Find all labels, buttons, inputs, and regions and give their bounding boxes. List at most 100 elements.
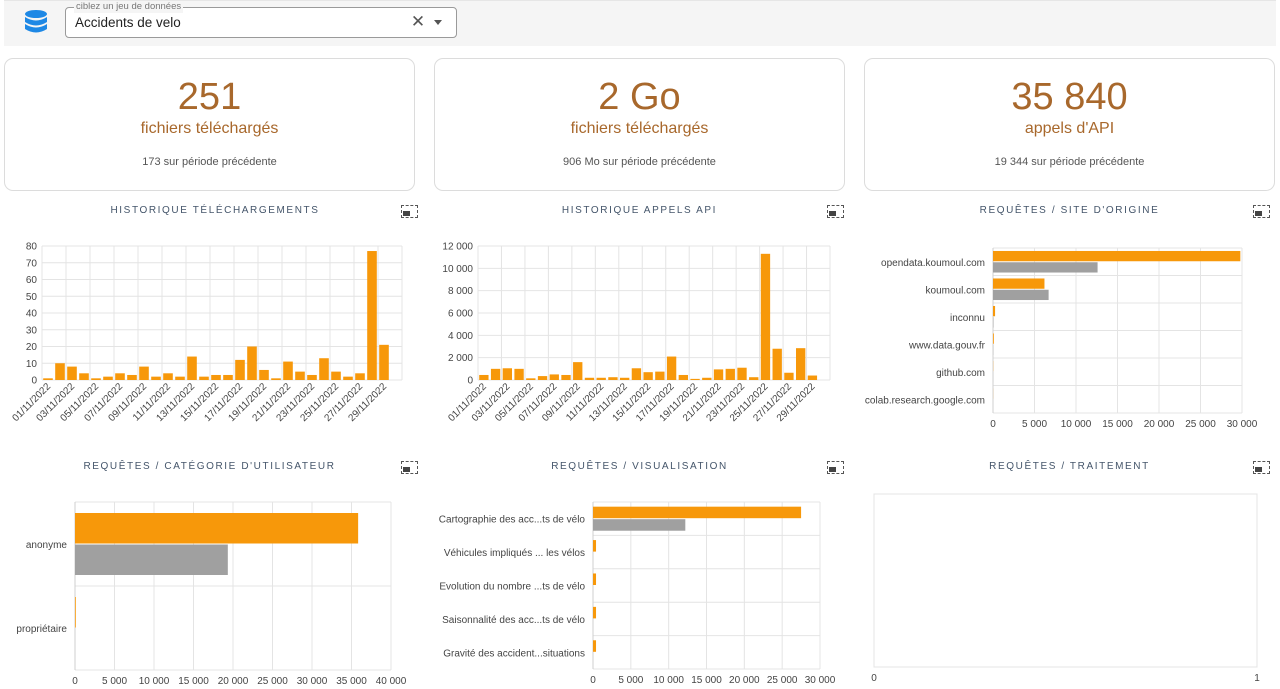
- x-tick-label: 20 000: [729, 675, 760, 686]
- x-tick-label: 40 000: [376, 676, 407, 687]
- panel-site-origin: REQUÊTES / SITE D'ORIGINE 0 5 000 10 000 15…: [864, 200, 1276, 450]
- bar: [725, 368, 735, 380]
- x-tick-label: 25 000: [257, 676, 288, 687]
- bar: [678, 374, 688, 380]
- bar: [561, 374, 571, 380]
- screenshot-icon[interactable]: [1253, 461, 1270, 474]
- bar: [355, 373, 365, 380]
- y-tick-label: 10: [26, 359, 38, 370]
- y-tick-label: 70: [26, 258, 38, 269]
- y-tick-label: 6 000: [448, 309, 473, 320]
- category-label: propriétaire: [16, 624, 67, 635]
- x-tick-label: 5 000: [102, 676, 127, 687]
- bar: [163, 373, 173, 380]
- dataset-select-value[interactable]: Accidents de velo: [75, 15, 181, 30]
- bar: [67, 366, 77, 380]
- screenshot-icon[interactable]: [1253, 205, 1270, 218]
- x-tick-label: 15 000: [691, 675, 722, 686]
- category-label: colab.research.google.com: [865, 395, 985, 406]
- bar: [187, 356, 197, 380]
- x-tick-label: 10 000: [1061, 419, 1092, 430]
- bar: [608, 377, 618, 380]
- bar: [620, 377, 630, 380]
- category-label: github.com: [936, 368, 985, 379]
- panel-downloads-history: HISTORIQUE TÉLÉCHARGEMENTS 0 10 20 30 40 50 60…: [4, 200, 426, 450]
- x-tick-label: 20 000: [1144, 419, 1175, 430]
- x-tick-label: 0: [72, 676, 78, 687]
- y-tick-label: 60: [26, 275, 38, 286]
- bar: [537, 376, 548, 380]
- chart-downloads: 0102030405060708001/11/202203/11/202205/…: [10, 242, 403, 424]
- category-label: Saisonnalité des acc...ts de vélo: [442, 615, 585, 626]
- bar: [367, 251, 377, 380]
- y-tick-label: 80: [26, 242, 38, 253]
- bar: [631, 368, 642, 380]
- bar: [247, 346, 257, 380]
- chevron-down-icon[interactable]: [431, 15, 445, 29]
- bar: [526, 378, 536, 380]
- clear-icon[interactable]: ✕: [410, 12, 426, 31]
- bar: [784, 372, 794, 380]
- y-tick-label: 30: [26, 325, 38, 336]
- bar: [666, 356, 677, 380]
- bar: [502, 368, 512, 380]
- x-tick-label: 5 000: [618, 675, 643, 686]
- bar: [593, 506, 802, 519]
- panel-api-history: HISTORIQUE APPELS API 0 2 000 4 000 6 000 8 …: [434, 200, 856, 450]
- category-label: Gravité des accident...situations: [443, 648, 585, 659]
- bar: [596, 377, 606, 380]
- category-label: anonyme: [26, 540, 68, 551]
- panel-visualisation: REQUÊTES / VISUALISATION 0 5 000 10 000 15 …: [434, 456, 856, 689]
- bar: [259, 369, 269, 380]
- bar: [319, 358, 329, 380]
- bar: [807, 375, 818, 380]
- screenshot-icon[interactable]: [827, 461, 844, 474]
- x-tick-label: 15 000: [178, 676, 209, 687]
- category-label: koumoul.com: [926, 285, 985, 296]
- x-tick-label: 25 000: [1185, 419, 1216, 430]
- bar: [702, 377, 712, 380]
- kpi-value: 251: [177, 76, 242, 118]
- panel-title: REQUÊTES / SITE D'ORIGINE: [979, 205, 1160, 216]
- panel-title: REQUÊTES / TRAITEMENT: [989, 461, 1150, 472]
- bar: [75, 597, 76, 628]
- bar: [993, 305, 996, 317]
- bar: [490, 368, 501, 380]
- kpi-unit: fichiers téléchargés: [140, 120, 279, 137]
- bar: [223, 374, 233, 380]
- screenshot-icon[interactable]: [401, 205, 418, 218]
- bar: [713, 369, 724, 380]
- bar: [75, 544, 228, 575]
- x-tick-label: 0: [590, 675, 596, 686]
- bar: [199, 376, 209, 380]
- y-tick-label: 50: [26, 292, 38, 303]
- bar: [993, 278, 1045, 289]
- category-label: www.data.gouv.fr: [908, 340, 986, 351]
- x-tick-label: 0: [990, 419, 996, 430]
- panel-title: HISTORIQUE TÉLÉCHARGEMENTS: [110, 205, 320, 216]
- bar: [55, 363, 65, 380]
- bar: [514, 368, 524, 380]
- dataset-select[interactable]: ciblez un jeu de données Accidents de ve…: [65, 1, 457, 38]
- y-tick-label: 0: [467, 376, 473, 387]
- kpi-previous: 906 Mo sur période précédente: [563, 156, 716, 168]
- x-tick-label: 5 000: [1022, 419, 1047, 430]
- y-tick-label: 8 000: [448, 286, 473, 297]
- bar: [307, 374, 317, 380]
- screenshot-icon[interactable]: [827, 205, 844, 218]
- bar: [103, 376, 113, 380]
- bar: [593, 606, 597, 619]
- screenshot-icon[interactable]: [401, 461, 418, 474]
- bar: [127, 374, 137, 380]
- bar: [479, 374, 489, 380]
- bar: [643, 372, 653, 380]
- category-label: Cartographie des acc...ts de vélo: [439, 515, 586, 526]
- bar: [796, 348, 806, 380]
- bar: [379, 344, 389, 380]
- kpi-unit: appels d'API: [1024, 120, 1115, 137]
- x-tick-label: 25 000: [767, 675, 798, 686]
- category-label: Evolution du nombre ...ts de vélo: [439, 582, 585, 593]
- kpi-previous: 19 344 sur période précédente: [994, 156, 1145, 168]
- bar: [593, 573, 597, 585]
